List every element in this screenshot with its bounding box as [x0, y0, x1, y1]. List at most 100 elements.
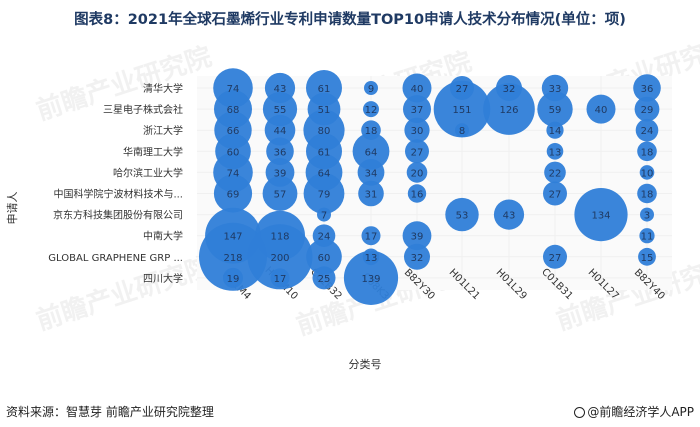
bubble — [262, 176, 298, 211]
bubble-label: 34 — [365, 168, 378, 179]
bubble-label: 33 — [549, 84, 562, 95]
source-note: 资料来源：智慧芽 前瞻产业研究院整理 — [6, 405, 214, 419]
bubble-label: 53 — [456, 211, 469, 222]
bubble-label: 126 — [499, 105, 518, 116]
bubble — [404, 243, 430, 270]
bubble-label: 19 — [227, 274, 240, 285]
bubble-label: 32 — [411, 253, 424, 264]
bubble — [546, 121, 564, 139]
bubble — [637, 183, 657, 204]
bubble-label: 200 — [270, 253, 289, 264]
bubble-label: 218 — [223, 253, 242, 264]
bubble-label: 74 — [227, 168, 240, 179]
bubble — [546, 143, 564, 160]
bubble — [574, 188, 628, 242]
bubble — [223, 267, 243, 288]
bubble — [404, 117, 430, 143]
bubble — [363, 101, 379, 118]
bubble-label: 39 — [274, 168, 287, 179]
bubble-label: 24 — [318, 232, 331, 243]
bubble-label: 43 — [503, 211, 516, 222]
bubble-label: 22 — [549, 168, 562, 179]
y-tick-label: 浙江大学 — [143, 124, 183, 137]
bubble-label: 8 — [459, 126, 465, 137]
bubble-label: 31 — [365, 190, 378, 201]
chart-title: 图表8：2021年全球石墨烯行业专利申请数量TOP10申请人技术分布情况(单位：… — [74, 12, 626, 28]
bubble-label: 61 — [318, 147, 331, 158]
bubble-label: 7 — [321, 211, 327, 222]
bubble — [303, 173, 345, 214]
bubble — [455, 123, 469, 138]
bubble-label: 18 — [365, 126, 378, 137]
bubble — [403, 95, 431, 124]
bubble-label: 151 — [452, 105, 471, 116]
bubble-label: 36 — [274, 147, 287, 158]
bubble-label: 27 — [549, 253, 562, 264]
bubble-label: 25 — [318, 274, 331, 285]
bubble-label: 17 — [365, 232, 378, 243]
bubble-label: 80 — [318, 126, 331, 137]
bubble — [317, 207, 331, 222]
bubble — [407, 184, 427, 203]
brand-text: @前瞻经济学人APP — [587, 405, 694, 419]
bubble-label: 13 — [365, 253, 378, 264]
bubble-label: 69 — [227, 190, 240, 201]
bubble-label: 36 — [641, 84, 654, 95]
bubble — [264, 114, 296, 146]
brand-credit: @前瞻经济学人APP — [574, 403, 694, 420]
bubble-label: 74 — [227, 84, 240, 95]
y-tick-label: 三星电子株式会社 — [103, 103, 183, 116]
y-tick-label: GLOBAL GRAPHENE GRP ... — [48, 253, 183, 264]
bubble-label: 40 — [595, 105, 608, 116]
bubble-label: 39 — [411, 232, 424, 243]
y-tick-label: 四川大学 — [143, 272, 183, 285]
bubble — [402, 73, 432, 103]
bubble-label: 43 — [274, 84, 287, 95]
bubble — [483, 83, 535, 135]
bubble — [544, 161, 566, 184]
bubble-label: 134 — [591, 211, 610, 222]
bubble — [634, 96, 660, 122]
bubble-label: 51 — [318, 105, 331, 116]
bubble-label: 57 — [274, 190, 287, 201]
y-tick-labels: 清华大学三星电子株式会社浙江大学华南理工大学哈尔滨工业大学中国科学院宁波材料技术… — [48, 82, 183, 285]
bubble-label: 15 — [641, 253, 654, 264]
bubble — [493, 199, 525, 230]
bubble-label: 60 — [227, 147, 240, 158]
bubble-label: 44 — [274, 126, 287, 137]
bubble-label: 14 — [549, 126, 562, 137]
bubble-label: 64 — [318, 168, 331, 179]
brand-logo-icon — [574, 407, 586, 418]
y-tick-label: 京东方科技集团股份有限公司 — [53, 209, 183, 222]
bubble-label: 12 — [365, 105, 378, 116]
x-axis-title: 分类号 — [349, 357, 382, 371]
bubble — [306, 238, 342, 275]
bubble — [637, 141, 657, 162]
bubble-label: 18 — [641, 190, 654, 201]
bubble-label: 64 — [365, 147, 378, 158]
bubble-label: 9 — [368, 84, 374, 95]
bubble — [352, 132, 390, 170]
bubble — [639, 165, 655, 180]
y-tick-label: 中南大学 — [143, 230, 183, 243]
bubble-label: 11 — [641, 232, 654, 243]
bubble-label: 32 — [503, 84, 516, 95]
bubble-label: 55 — [274, 105, 287, 116]
bubble — [199, 222, 267, 291]
bubble-label: 139 — [361, 274, 380, 285]
bubble-label: 68 — [227, 105, 240, 116]
y-tick-label: 清华大学 — [143, 82, 183, 95]
bubble-label: 66 — [227, 126, 240, 137]
bubble — [358, 180, 384, 207]
bubble — [638, 247, 656, 266]
bubble — [633, 74, 661, 102]
bubble-label: 16 — [411, 190, 424, 201]
bubble — [537, 91, 573, 127]
y-tick-label: 哈尔滨工业大学 — [113, 166, 183, 179]
bubble — [433, 80, 491, 138]
bubble-label: 27 — [456, 84, 469, 95]
bubble — [639, 228, 655, 244]
bubble — [405, 139, 429, 164]
bubble-label: 37 — [411, 105, 424, 116]
